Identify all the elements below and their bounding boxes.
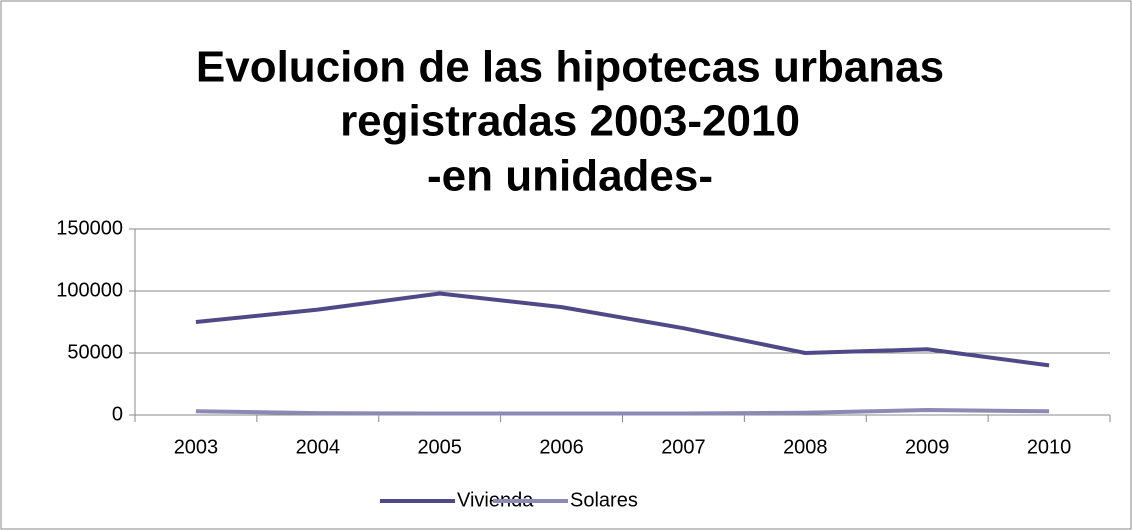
y-tick-label: 100000 xyxy=(56,279,123,301)
chart-title: registradas 2003-2010 xyxy=(340,97,800,146)
y-tick-label: 0 xyxy=(112,403,123,425)
chart-title: Evolucion de las hipotecas urbanas xyxy=(196,43,944,92)
x-tick-label: 2009 xyxy=(905,436,950,458)
x-tick-label: 2004 xyxy=(296,436,341,458)
x-tick-label: 2006 xyxy=(539,436,584,458)
chart-title: -en unidades- xyxy=(427,152,713,201)
legend-label: Solares xyxy=(570,489,638,511)
x-tick-label: 2005 xyxy=(417,436,462,458)
x-tick-label: 2008 xyxy=(783,436,828,458)
series-line xyxy=(195,408,1050,416)
y-tick-label: 150000 xyxy=(56,217,123,239)
x-tick-label: 2003 xyxy=(174,436,219,458)
x-tick-label: 2007 xyxy=(661,436,706,458)
series-line xyxy=(195,291,1050,368)
x-tick-label: 2010 xyxy=(1027,436,1072,458)
y-tick-label: 50000 xyxy=(67,341,123,363)
